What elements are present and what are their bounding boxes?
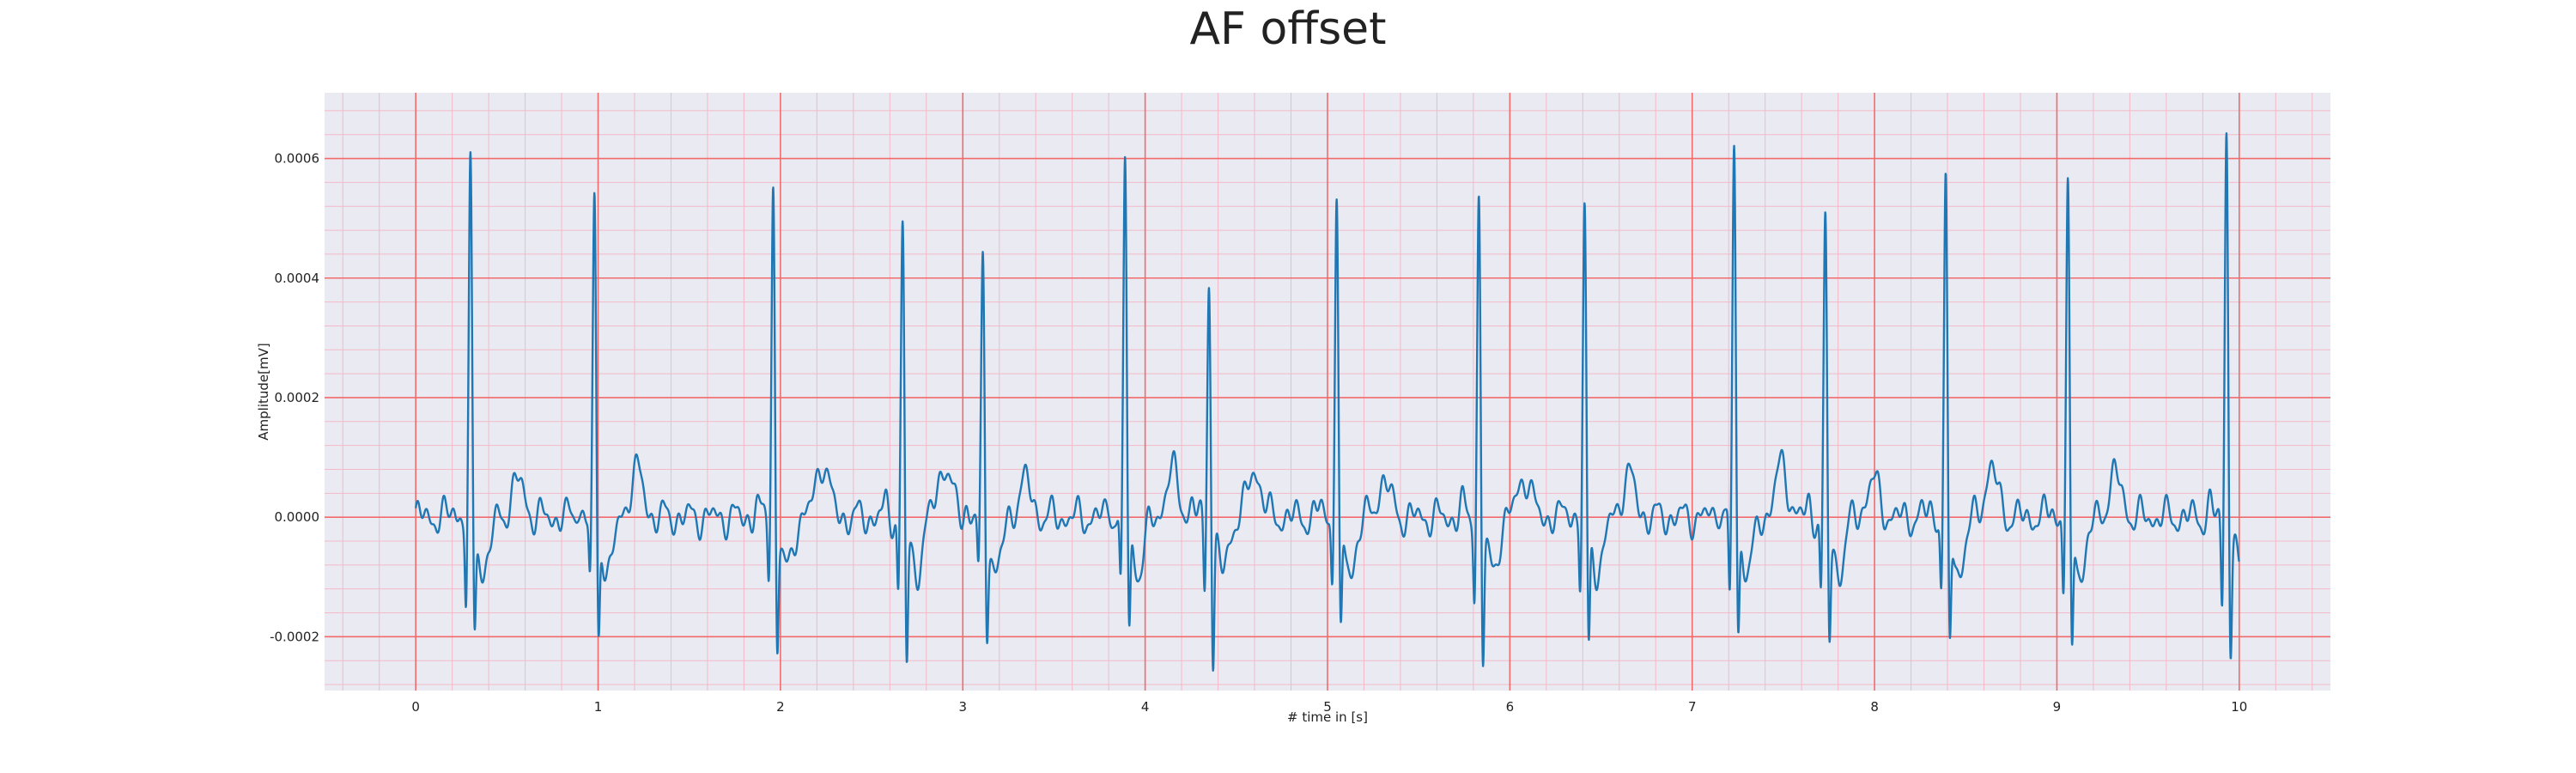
x-tick-label: 0: [411, 699, 420, 715]
ecg-signal-line: [414, 131, 2240, 672]
x-tick-labels: 0 1 2 3 4 5 6 7 8 9 10: [411, 699, 2247, 715]
x-tick-label: 5: [1323, 699, 1332, 715]
x-tick-label: 2: [776, 699, 785, 715]
x-tick-label: 4: [1141, 699, 1150, 715]
x-tick-label: 1: [594, 699, 603, 715]
major-grid: [325, 93, 2330, 691]
x-tick-label: 6: [1506, 699, 1515, 715]
x-tick-label: 8: [1870, 699, 1879, 715]
x-tick-label: 3: [958, 699, 967, 715]
x-tick-label: 9: [2053, 699, 2062, 715]
y-axis-label: Amplitude[mV]: [256, 343, 271, 440]
y-tick-labels: -0.0002 0.0000 0.0002 0.0004 0.0006: [270, 151, 319, 645]
x-tick-label: 10: [2231, 699, 2247, 715]
x-tick-label: 7: [1688, 699, 1697, 715]
y-tick-label: 0.0004: [275, 271, 320, 286]
chart-title: AF offset: [1189, 3, 1387, 55]
y-tick-label: 0.0006: [275, 151, 320, 167]
y-tick-label: -0.0002: [270, 629, 319, 644]
x-axis-label: # time in [s]: [1287, 709, 1368, 725]
y-tick-label: 0.0000: [275, 509, 320, 525]
y-tick-label: 0.0002: [275, 390, 320, 405]
